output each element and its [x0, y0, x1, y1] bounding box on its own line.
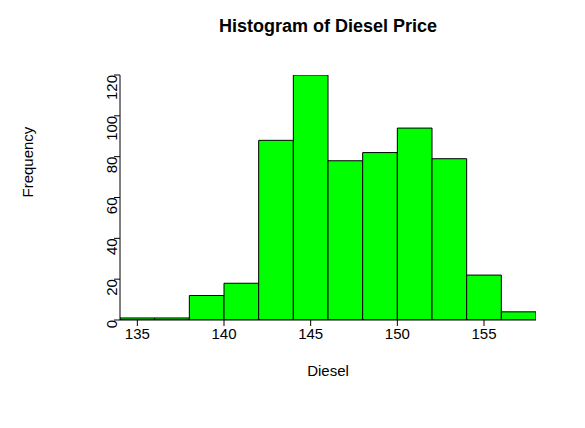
svg-text:40: 40	[103, 238, 120, 255]
svg-text:Diesel: Diesel	[307, 362, 349, 379]
svg-text:145: 145	[298, 325, 323, 342]
svg-text:20: 20	[103, 279, 120, 296]
svg-text:140: 140	[211, 325, 236, 342]
svg-text:155: 155	[471, 325, 496, 342]
svg-text:60: 60	[103, 198, 120, 215]
svg-text:80: 80	[103, 157, 120, 174]
svg-text:135: 135	[125, 325, 150, 342]
svg-text:120: 120	[103, 75, 120, 100]
svg-text:Frequency: Frequency	[19, 126, 36, 197]
svg-text:150: 150	[385, 325, 410, 342]
svg-text:0: 0	[103, 320, 120, 328]
svg-text:100: 100	[103, 116, 120, 141]
html-text:Histogram of Diesel Price: Histogram of Diesel Price	[219, 16, 437, 36]
